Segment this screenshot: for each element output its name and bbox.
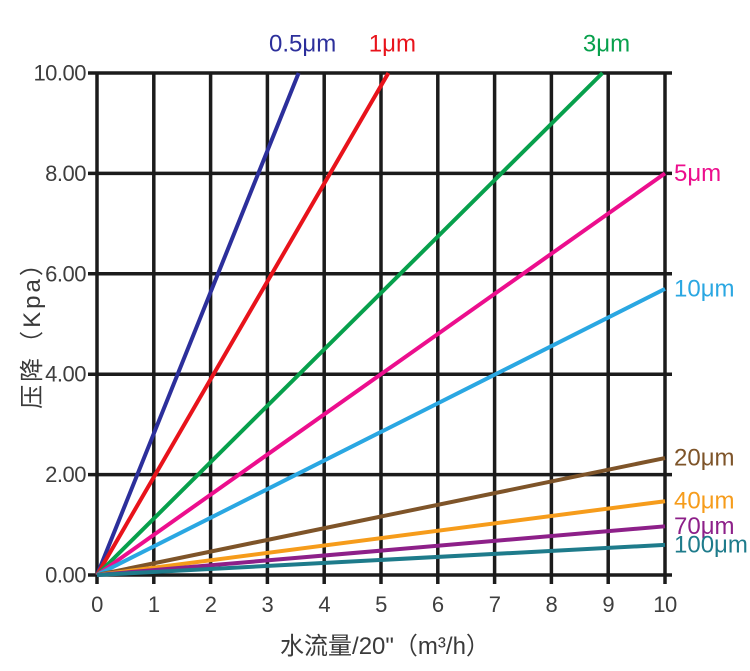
series-label-20um: 20μm bbox=[674, 445, 735, 472]
series-label-100um: 100μm bbox=[674, 531, 748, 558]
y-tick-label-4: 4.00 bbox=[45, 362, 86, 387]
series-line-10um bbox=[96, 287, 666, 577]
x-tick-label-5: 5 bbox=[375, 592, 387, 617]
series-label-70um: 70μm bbox=[674, 513, 735, 540]
y-tick-label-6: 6.00 bbox=[45, 261, 86, 286]
series-line-1um bbox=[95, 71, 391, 577]
series-label-5um: 5μm bbox=[674, 160, 721, 187]
series-label-1um: 1μm bbox=[369, 31, 416, 58]
series-line-0-5um bbox=[95, 72, 301, 576]
x-tick-label-2: 2 bbox=[205, 592, 217, 617]
label-layer: 0 1 2 3 4 5 6 7 8 9 10 0.00 2.00 4.00 6.00 8.00 10.00 0.5… bbox=[19, 31, 748, 661]
series-label-40um: 40μm bbox=[674, 488, 735, 515]
series-label-3um: 3μm bbox=[583, 31, 630, 58]
series-layer bbox=[95, 71, 667, 577]
x-tick-label-8: 8 bbox=[546, 592, 558, 617]
x-tick-label-3: 3 bbox=[262, 592, 274, 617]
series-line-20um bbox=[96, 456, 666, 577]
x-tick-label-7: 7 bbox=[489, 592, 501, 617]
series-line-100um bbox=[96, 542, 666, 577]
x-tick-label-1: 1 bbox=[148, 592, 160, 617]
y-tick-label-10: 10.00 bbox=[33, 61, 86, 86]
x-tick-label-6: 6 bbox=[432, 592, 444, 617]
y-axis-title: 压降（Kpa） bbox=[19, 249, 46, 409]
x-tick-label-4: 4 bbox=[318, 592, 330, 617]
series-line-5um bbox=[95, 171, 667, 577]
series-label-10um: 10μm bbox=[674, 275, 735, 302]
x-tick-label-0: 0 bbox=[91, 592, 103, 617]
y-tick-label-8: 8.00 bbox=[45, 161, 86, 186]
y-tick-label-2: 2.00 bbox=[45, 462, 86, 487]
x-tick-label-10: 10 bbox=[653, 592, 677, 617]
series-line-40um bbox=[96, 499, 666, 577]
x-axis-title: 水流量/20"（m³/h） bbox=[280, 633, 490, 660]
series-line-70um bbox=[96, 524, 666, 577]
y-tick-label-0: 0.00 bbox=[45, 563, 86, 588]
series-label-0-5um: 0.5μm bbox=[269, 31, 336, 58]
series-line-3um bbox=[95, 71, 604, 577]
x-tick-label-9: 9 bbox=[602, 592, 614, 617]
